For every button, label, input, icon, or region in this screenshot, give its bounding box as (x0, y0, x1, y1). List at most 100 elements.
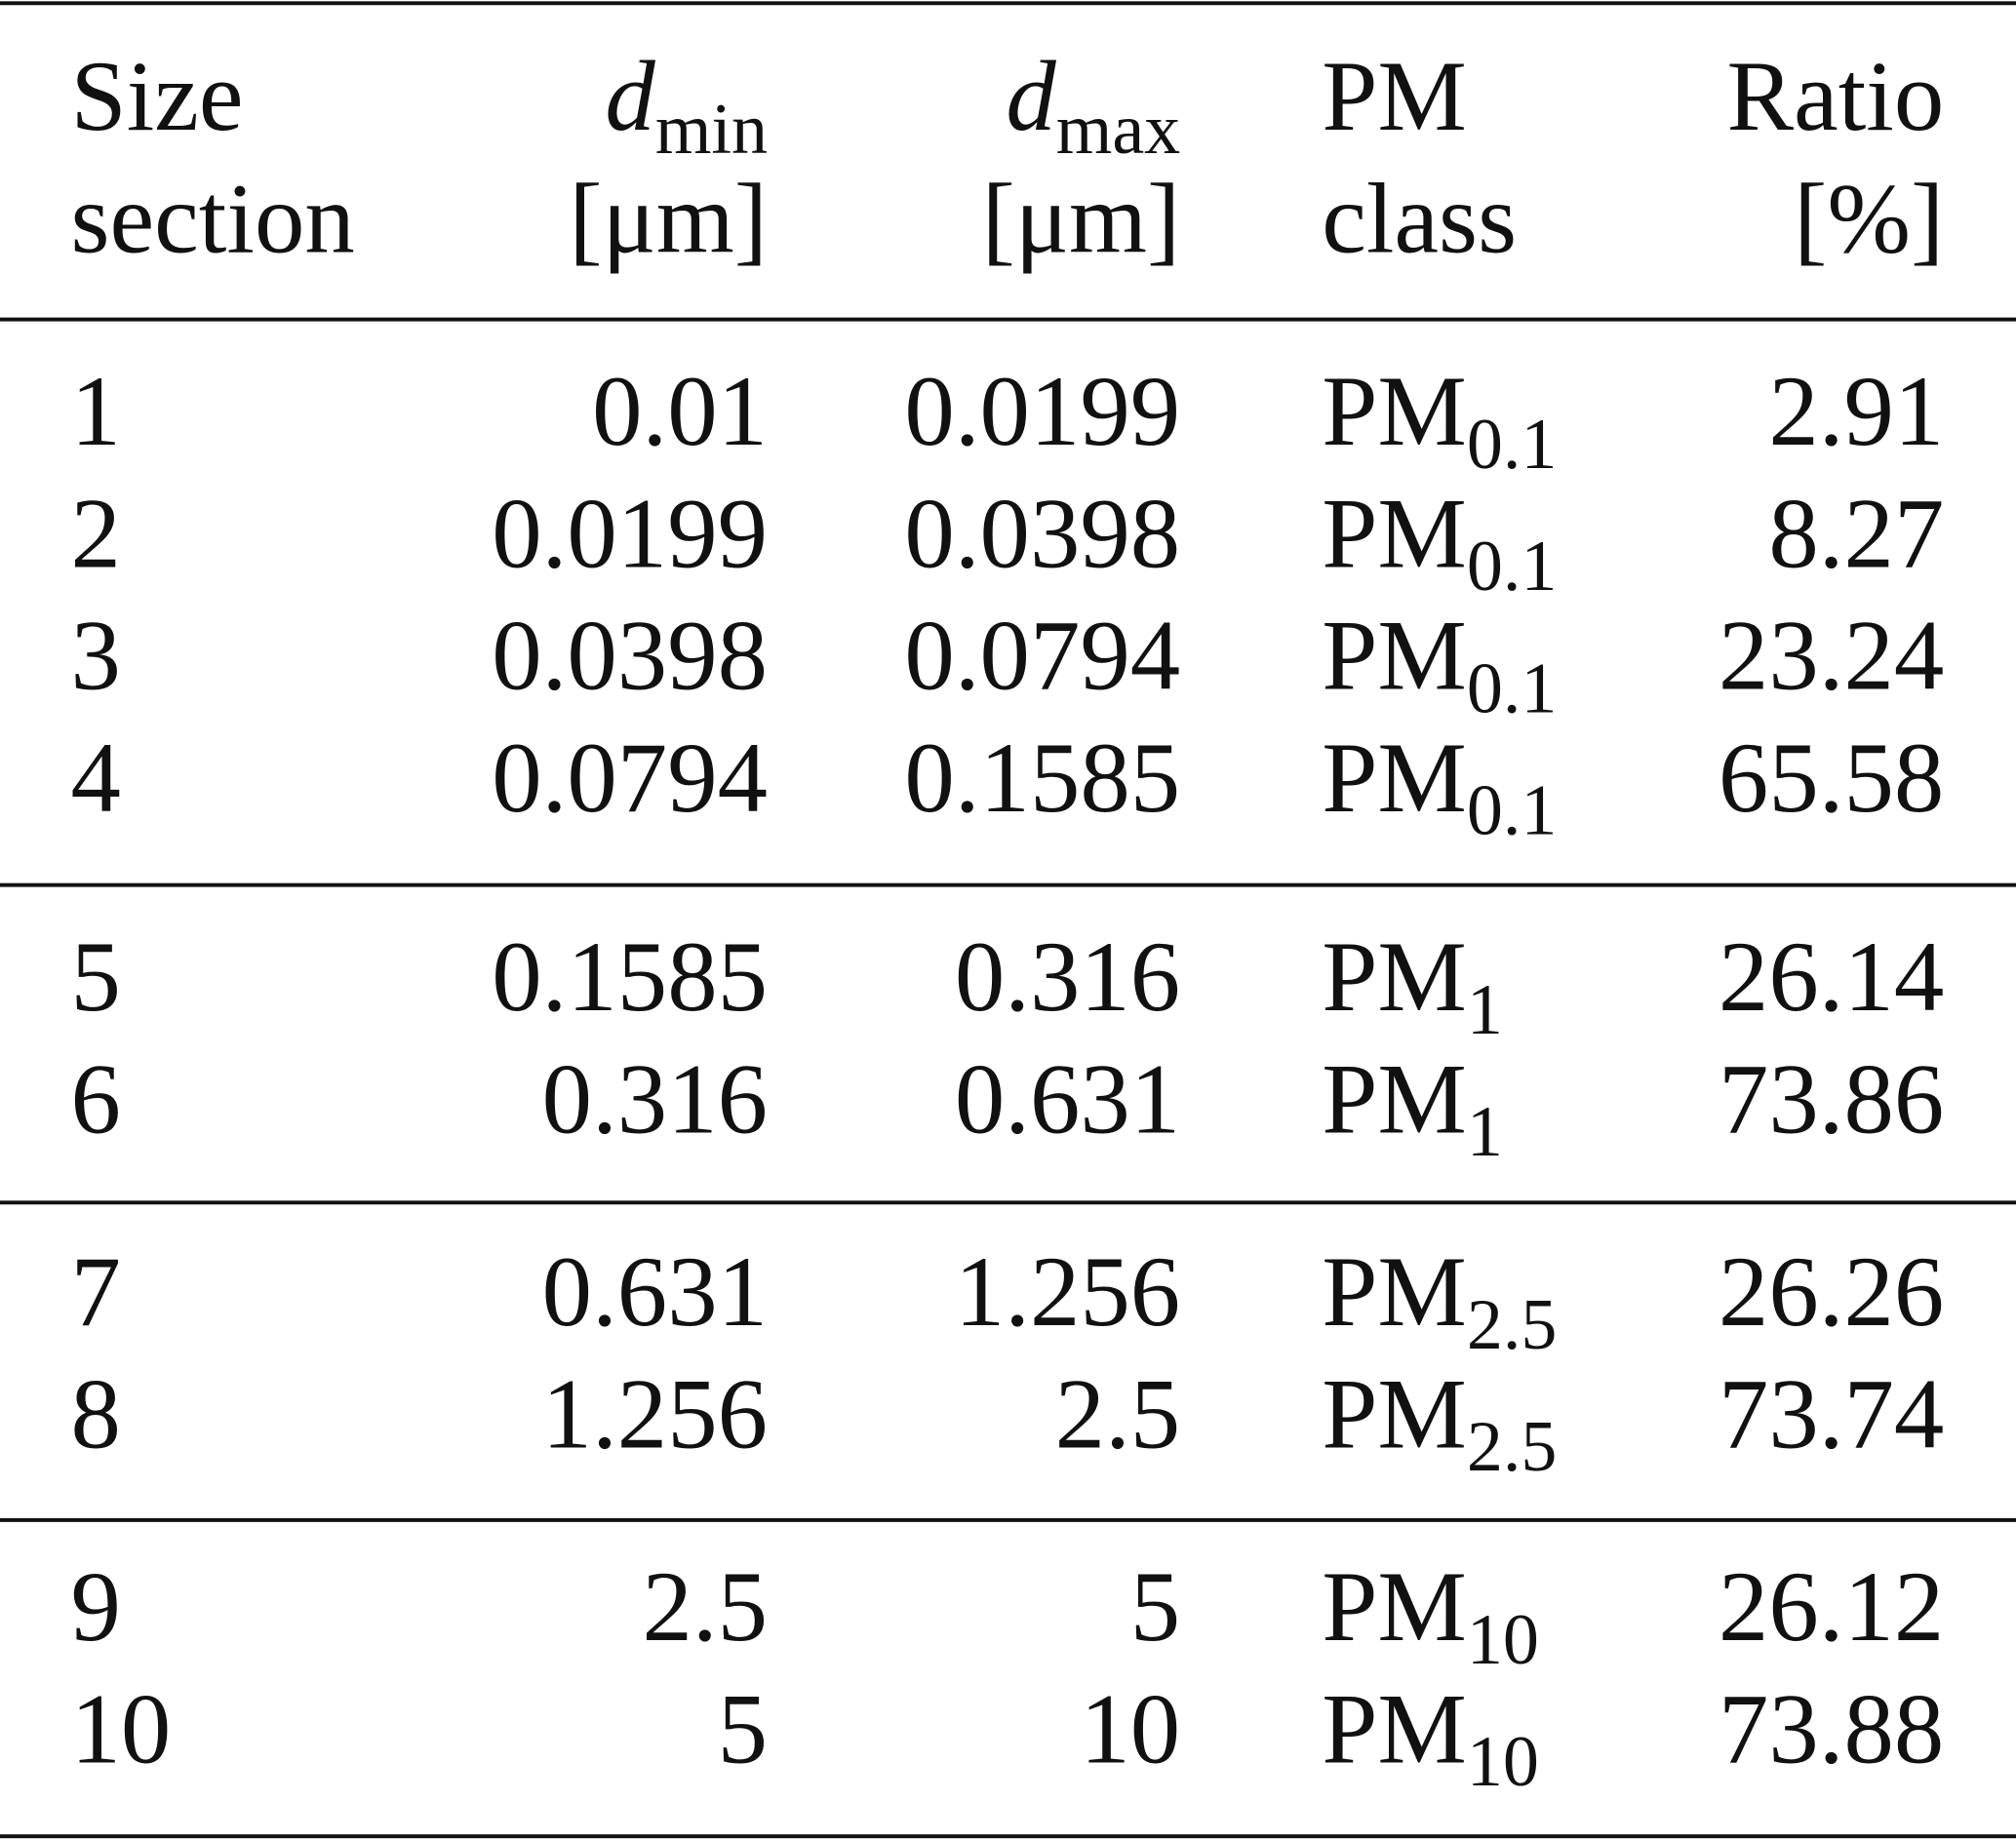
pm-sub: 10 (1466, 1722, 1539, 1803)
table-cell: 26.14 (1719, 913, 1944, 1041)
cell-text: 5 (1129, 1549, 1181, 1663)
header-text: section (70, 162, 355, 274)
cell-text: 65.58 (1718, 721, 1945, 834)
pm-base: PM (1322, 721, 1467, 834)
pm-sub: 0.1 (1466, 648, 1558, 729)
table-cell: 0.0794 (904, 591, 1180, 720)
cell-text: 8.27 (1768, 477, 1945, 589)
pm-base: PM (1322, 1549, 1467, 1663)
cell-text: 1.256 (541, 1357, 769, 1469)
pm-sub: 1 (1466, 970, 1503, 1051)
subscript: max (1055, 90, 1181, 170)
table-cell: 0.0398 (904, 469, 1180, 598)
rule-line (0, 316, 2016, 321)
cell-text: 73.86 (1718, 1042, 1945, 1155)
cell-text: 5 (717, 1672, 769, 1784)
table-cell: 73.88 (1719, 1664, 1944, 1793)
table-cell: 8 (71, 1350, 121, 1478)
table-cell: 0.01 (592, 347, 768, 476)
table-cell: 0.316 (542, 1035, 768, 1163)
header-text: PM (1322, 39, 1467, 152)
cell-text: 5 (70, 920, 121, 1033)
header-cell: dmin (605, 32, 768, 170)
cell-text: 0.1585 (492, 920, 769, 1033)
header-text: Size (70, 39, 244, 152)
rule-line (0, 1517, 2016, 1522)
table-cell: 2.5 (642, 1543, 768, 1671)
table-cell: PM10 (1322, 1543, 1539, 1680)
pm-sub: 2.5 (1466, 1285, 1558, 1365)
table-cell: 0.316 (955, 913, 1180, 1041)
rule-line (0, 882, 2016, 886)
rule-line (0, 1833, 2016, 1838)
table-cell: PM10 (1322, 1664, 1539, 1802)
header-cell: [%] (1794, 154, 1944, 283)
cell-text: 26.26 (1718, 1234, 1945, 1348)
table-cell: PM0.1 (1322, 469, 1557, 607)
table-cell: 73.74 (1719, 1350, 1944, 1478)
pm-sub: 0.1 (1466, 770, 1558, 851)
table-cell: 26.12 (1719, 1543, 1944, 1671)
cell-text: 1.256 (954, 1234, 1181, 1348)
cell-text: 0.0398 (904, 477, 1181, 589)
cell-text: 0.0794 (904, 599, 1181, 712)
table-cell: 7 (71, 1228, 121, 1356)
pm-base: PM (1322, 1042, 1467, 1155)
table-cell: 10 (71, 1664, 172, 1793)
cell-text: 9 (70, 1549, 121, 1663)
cell-text: 0.1585 (904, 721, 1181, 834)
cell-text: 0.316 (954, 920, 1181, 1033)
cell-text: 2 (70, 477, 121, 589)
header-text: Ratio (1726, 39, 1945, 152)
table-cell: 10 (1080, 1664, 1180, 1793)
table-cell: 65.58 (1719, 714, 1944, 842)
cell-text: 0.0398 (492, 599, 769, 712)
cell-text: 0.316 (541, 1042, 769, 1155)
cell-text: 26.14 (1718, 920, 1945, 1033)
header-cell: Ratio (1726, 32, 1944, 161)
cell-text: 0.631 (954, 1042, 1181, 1155)
table-cell: 8.27 (1768, 469, 1944, 598)
table-cell: 0.0199 (492, 469, 768, 598)
table-cell: 5 (71, 913, 121, 1041)
cell-text: 0.0199 (492, 477, 769, 589)
pm-base: PM (1322, 1234, 1467, 1348)
table-cell: 0.0199 (904, 347, 1180, 476)
pm-sub: 1 (1466, 1092, 1503, 1173)
header-cell: class (1322, 154, 1517, 283)
cell-text: 26.12 (1718, 1549, 1945, 1663)
table-cell: 9 (71, 1543, 121, 1671)
table-cell: 1 (71, 347, 121, 476)
cell-text: 8 (70, 1357, 121, 1469)
symbol: d (605, 39, 655, 152)
cell-text: 0.631 (541, 1234, 769, 1348)
cell-text: 3 (70, 599, 121, 712)
table-cell: 3 (71, 591, 121, 720)
table-cell: 0.1585 (492, 913, 768, 1041)
table-cell: 23.24 (1719, 591, 1944, 720)
table-cell: 2.91 (1768, 347, 1944, 476)
cell-text: 10 (70, 1672, 172, 1784)
table-cell: 0.631 (955, 1035, 1180, 1163)
cell-text: 6 (70, 1042, 121, 1155)
table-cell: PM0.1 (1322, 714, 1557, 851)
cell-text: 0.01 (592, 354, 769, 467)
table-cell: 0.631 (542, 1228, 768, 1356)
header-cell: Size (71, 32, 244, 161)
table-cell: PM1 (1322, 913, 1503, 1050)
cell-text: 1 (70, 354, 121, 467)
header-cell: PM (1322, 32, 1467, 161)
table-cell: 2 (71, 469, 121, 598)
table-cell: PM0.1 (1322, 347, 1557, 485)
table-cell: 1.256 (542, 1350, 768, 1478)
cell-text: 0.0794 (492, 721, 769, 834)
pm-base: PM (1322, 1672, 1467, 1784)
pm-sub: 10 (1466, 1600, 1539, 1680)
rule-line (0, 1199, 2016, 1204)
rule-line (0, 0, 2016, 5)
unit: [μm] (569, 162, 769, 274)
pm-base: PM (1322, 920, 1467, 1033)
cell-text: 73.74 (1718, 1357, 1945, 1469)
table-cell: 26.26 (1719, 1228, 1944, 1356)
